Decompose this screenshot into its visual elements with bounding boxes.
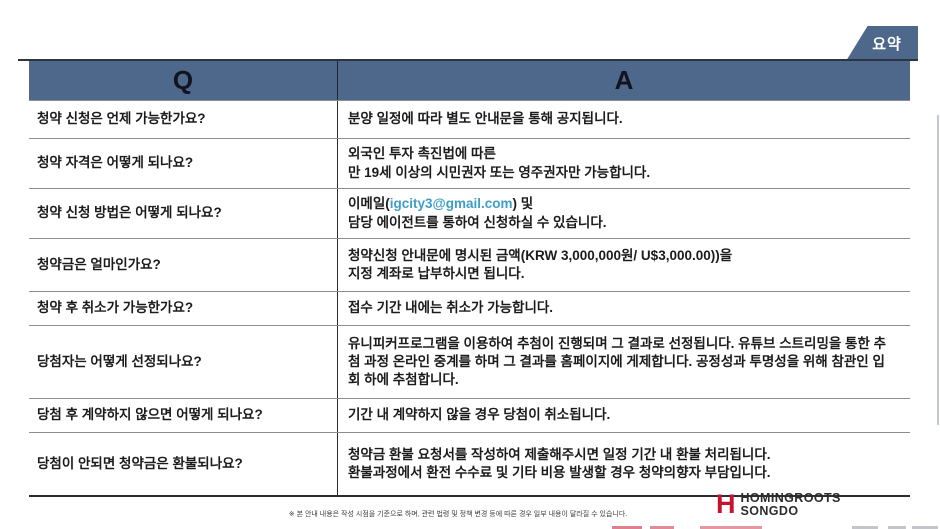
page-edge-artifact (937, 115, 939, 425)
question-cell: 당첨자는 어떻게 선정되나요? (29, 326, 337, 398)
question-text: 당첨이 안되면 청약금은 환불되나요? (37, 455, 243, 471)
question-text: 당첨 후 계약하지 않으면 어떻게 되나요? (37, 407, 263, 423)
table-body: 청약 신청은 언제 가능한가요? 분양 일정에 따라 별도 안내문을 통해 공지됩… (29, 100, 910, 495)
email-link[interactable]: igcity3@gmail.com (389, 196, 513, 212)
question-text: 청약 신청은 언제 가능한가요? (37, 111, 206, 127)
faq-row: 청약 자격은 어떻게 되나요? 외국인 투자 촉진법에 따른 만 19세 이상의 … (29, 138, 910, 188)
summary-tab: 요약 (846, 26, 918, 61)
answer-segment: 접수 기간 내에는 취소가 가능합니다. (348, 300, 554, 316)
logo-line1: HOMINGROOTS (740, 490, 841, 505)
logo-line2: SONGDO (740, 503, 799, 518)
answer-segment: 이메일( (348, 196, 390, 212)
a-column-header: A (337, 61, 910, 100)
cropped-artifact (888, 526, 906, 529)
question-text: 청약 신청 방법은 어떻게 되나요? (37, 205, 222, 221)
faq-row: 당첨이 안되면 청약금은 환불되나요? 청약금 환불 요청서를 작성하여 제출해주… (29, 432, 910, 495)
cropped-artifact (700, 526, 762, 529)
answer-text: 청약금 환불 요청서를 작성하여 제출해주시면 일정 기간 내 환불 처리됩니다… (348, 446, 771, 482)
answer-cell: 외국인 투자 촉진법에 따른 만 19세 이상의 시민권자 또는 영주권자만 가… (337, 139, 910, 188)
answer-text: 분양 일정에 따라 별도 안내문을 통해 공지됩니다. (348, 110, 623, 128)
header-rule (18, 59, 918, 61)
cropped-artifact (612, 526, 642, 529)
answer-text: 유니피커프로그램을 이용하여 추첨이 진행되며 그 결과로 선정됩니다. 유튜브… (348, 335, 896, 389)
answer-text: 외국인 투자 촉진법에 따른 만 19세 이상의 시민권자 또는 영주권자만 가… (348, 145, 650, 181)
faq-row: 청약 후 취소가 가능한가요? 접수 기간 내에는 취소가 가능합니다. (29, 291, 910, 325)
faq-row: 청약 신청은 언제 가능한가요? 분양 일정에 따라 별도 안내문을 통해 공지됩… (29, 100, 910, 138)
cropped-artifact (852, 526, 878, 529)
answer-segment: 청약금 환불 요청서를 작성하여 제출해주시면 일정 기간 내 환불 처리됩니다… (348, 446, 771, 480)
summary-tab-label: 요약 (872, 36, 902, 53)
faq-row: 당첨 후 계약하지 않으면 어떻게 되나요? 기간 내 계약하지 않을 경우 당첨… (29, 398, 910, 432)
answer-text: 이메일(igcity3@gmail.com) 및 담당 에이전트를 통하여 신청… (348, 195, 606, 231)
faq-row: 청약 신청 방법은 어떻게 되나요? 이메일(igcity3@gmail.com)… (29, 188, 910, 238)
answer-segment: 기간 내 계약하지 않을 경우 당첨이 취소됩니다. (348, 407, 611, 423)
answer-cell: 분양 일정에 따라 별도 안내문을 통해 공지됩니다. (337, 101, 910, 138)
question-text: 청약 자격은 어떻게 되나요? (37, 155, 194, 171)
cropped-artifact (650, 526, 674, 529)
answer-cell: 접수 기간 내에는 취소가 가능합니다. (337, 292, 910, 325)
answer-text: 청약신청 안내문에 명시된 금액(KRW 3,000,000원/ U$3,000… (348, 247, 732, 283)
question-cell: 청약 신청 방법은 어떻게 되나요? (29, 189, 337, 238)
logo-text: HOMINGROOTS SONGDO (740, 490, 841, 518)
answer-segment: ) 및 담당 에이전트를 통하여 신청하실 수 있습니다. (348, 196, 607, 230)
question-cell: 당첨 후 계약하지 않으면 어떻게 되나요? (29, 399, 337, 432)
homingroots-logo: H HOMINGROOTS SONGDO (716, 489, 841, 519)
q-column-header: Q (172, 65, 194, 95)
answer-cell: 청약금 환불 요청서를 작성하여 제출해주시면 일정 기간 내 환불 처리됩니다… (337, 433, 910, 495)
question-text: 청약 후 취소가 가능한가요? (37, 300, 194, 316)
question-text: 당첨자는 어떻게 선정되나요? (37, 353, 202, 369)
answer-segment: 청약신청 안내문에 명시된 금액(KRW 3,000,000원/ U$3,000… (348, 247, 733, 281)
question-cell: 청약 자격은 어떻게 되나요? (29, 139, 337, 188)
faq-table: Q A 청약 신청은 언제 가능한가요? 분양 일정에 따라 별도 안내문을 통해… (29, 61, 910, 497)
question-cell: 청약 신청은 언제 가능한가요? (29, 101, 337, 138)
faq-row: 청약금은 얼마인가요? 청약신청 안내문에 명시된 금액(KRW 3,000,00… (29, 238, 910, 291)
answer-segment: 외국인 투자 촉진법에 따른 만 19세 이상의 시민권자 또는 영주권자만 가… (348, 146, 651, 180)
table-header-row: Q A (29, 61, 910, 100)
answer-cell: 유니피커프로그램을 이용하여 추첨이 진행되며 그 결과로 선정됩니다. 유튜브… (337, 326, 910, 398)
answer-cell: 청약신청 안내문에 명시된 금액(KRW 3,000,000원/ U$3,000… (337, 239, 910, 291)
answer-segment: 분양 일정에 따라 별도 안내문을 통해 공지됩니다. (348, 111, 623, 127)
question-cell: 청약 후 취소가 가능한가요? (29, 292, 337, 325)
answer-segment: 유니피커프로그램을 이용하여 추첨이 진행되며 그 결과로 선정됩니다. 유튜브… (348, 335, 887, 388)
answer-cell: 이메일(igcity3@gmail.com) 및 담당 에이전트를 통하여 신청… (337, 189, 910, 238)
question-cell: 청약금은 얼마인가요? (29, 239, 337, 291)
question-cell: 당첨이 안되면 청약금은 환불되나요? (29, 433, 337, 495)
answer-text: 접수 기간 내에는 취소가 가능합니다. (348, 299, 553, 317)
disclaimer-note: ※ 본 안내 내용은 작성 시점을 기준으로 하며, 관련 법령 및 정책 변경… (288, 511, 628, 518)
answer-text: 기간 내 계약하지 않을 경우 당첨이 취소됩니다. (348, 406, 610, 424)
answer-cell: 기간 내 계약하지 않을 경우 당첨이 취소됩니다. (337, 399, 910, 432)
question-text: 청약금은 얼마인가요? (37, 256, 161, 272)
faq-row: 당첨자는 어떻게 선정되나요? 유니피커프로그램을 이용하여 추첨이 진행되며 그… (29, 325, 910, 398)
logo-h-icon: H (716, 489, 736, 519)
cropped-artifact (912, 526, 938, 529)
